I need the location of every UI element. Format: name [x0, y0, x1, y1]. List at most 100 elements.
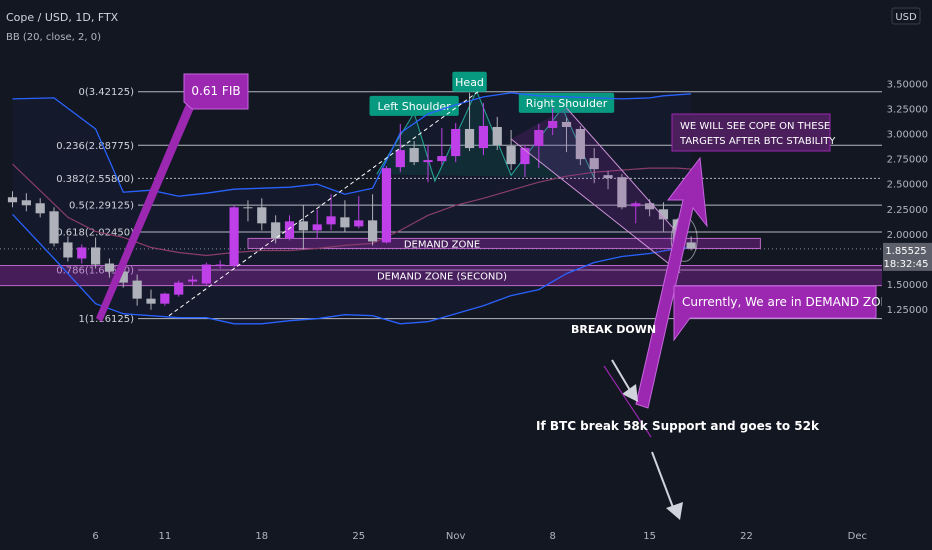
candle-23[interactable]	[326, 194, 336, 231]
candle-34[interactable]	[478, 102, 488, 156]
candle-body-3	[49, 211, 59, 244]
candle-body-10	[146, 298, 156, 304]
candle-19[interactable]	[271, 215, 281, 244]
candle-21[interactable]	[298, 205, 308, 250]
candle-29[interactable]	[409, 141, 419, 166]
candle-24[interactable]	[340, 200, 350, 233]
indicator-legend[interactable]: BB (20, close, 2, 0)	[6, 32, 101, 43]
demand-zone-1[interactable]	[247, 237, 761, 249]
candle-30[interactable]	[423, 145, 433, 183]
candle-25[interactable]	[354, 196, 364, 229]
pattern-label-box-1[interactable]	[452, 71, 487, 92]
candle-5[interactable]	[77, 244, 87, 264]
candle-32[interactable]	[451, 122, 461, 163]
candle-body-27	[381, 168, 392, 243]
candle-body-36	[506, 146, 516, 165]
targets-annotation[interactable]: WE WILL SEE COPE ON THESE TARGETS AFTER …	[671, 113, 836, 152]
candle-body-43	[603, 175, 613, 179]
candle-15[interactable]	[215, 260, 225, 269]
candle-45[interactable]	[631, 201, 641, 224]
demand-zone-label-2: DEMAND ZONE (SECOND)	[377, 272, 507, 283]
demand-annotation[interactable]: Currently, We are in DEMAND ZONE	[673, 285, 897, 342]
candle-14[interactable]	[201, 262, 211, 286]
candle-body-29	[409, 148, 419, 163]
candle-31[interactable]	[437, 127, 447, 166]
candle-body-30	[423, 160, 433, 163]
candle-36[interactable]	[506, 129, 516, 171]
candle-0[interactable]	[7, 191, 18, 208]
candle-body-26	[368, 220, 378, 242]
candle-16[interactable]	[229, 205, 239, 268]
channel-upper-line[interactable]	[566, 107, 685, 241]
fib-annotation[interactable]: 0.61 FIB	[183, 73, 249, 110]
bb-lower-line[interactable]	[12, 213, 692, 325]
candle-18[interactable]	[257, 198, 267, 231]
candle-7[interactable]	[104, 258, 115, 278]
candle-body-12	[174, 282, 184, 295]
candle-35[interactable]	[492, 116, 502, 151]
y-tick-label-8: 3.25000	[887, 104, 928, 115]
candle-27[interactable]	[381, 166, 392, 244]
pattern-label-2: Right Shoulder	[526, 97, 608, 110]
candle-body-8	[118, 271, 128, 283]
candle-13[interactable]	[187, 275, 198, 286]
candle-body-14	[201, 264, 211, 284]
candle-49[interactable]	[686, 236, 696, 251]
candle-body-11	[160, 293, 170, 304]
candle-body-6	[91, 247, 101, 265]
candle-1[interactable]	[21, 193, 31, 212]
down-arrow-2-head[interactable]	[666, 502, 683, 520]
current-price-value: 1.85525	[885, 246, 926, 257]
candle-body-25	[354, 220, 364, 227]
y-tick-label-1: 1.50000	[887, 280, 928, 291]
candle-42[interactable]	[589, 148, 599, 184]
x-tick-label-7: 22	[740, 531, 753, 542]
candle-body-23	[326, 216, 336, 225]
target-arrow[interactable]	[635, 156, 708, 409]
candle-body-45	[631, 203, 641, 207]
candle-9[interactable]	[132, 274, 142, 306]
candle-2[interactable]	[35, 198, 45, 218]
candle-4[interactable]	[63, 236, 73, 262]
candle-body-38	[534, 129, 544, 147]
candle-body-5	[77, 247, 87, 259]
candle-3[interactable]	[49, 207, 59, 247]
candle-41[interactable]	[575, 125, 585, 166]
candle-body-49	[686, 242, 696, 249]
dashed-trendline[interactable]	[168, 91, 479, 317]
down-arrow-1-head[interactable]	[622, 384, 638, 402]
candle-33[interactable]	[464, 92, 475, 152]
pattern-label-0: Left Shoulder	[378, 100, 452, 113]
demand-zone-2[interactable]	[0, 265, 932, 287]
price-axis[interactable]	[882, 0, 932, 550]
fib-label-1: 0.236(2.88775)	[56, 141, 134, 152]
candle-6[interactable]	[91, 237, 101, 269]
currency-badge[interactable]	[891, 7, 921, 25]
candle-11[interactable]	[160, 292, 170, 306]
fib-arrow[interactable]	[96, 104, 194, 322]
candle-26[interactable]	[368, 194, 378, 246]
targets-annotation-line-1: WE WILL SEE COPE ON THESE	[680, 121, 830, 132]
candle-22[interactable]	[312, 209, 322, 239]
candle-28[interactable]	[395, 123, 405, 173]
channel-lower-line[interactable]	[510, 138, 681, 273]
fib-label-6: 1(1.16125)	[78, 314, 134, 325]
candle-40[interactable]	[561, 117, 572, 153]
candle-body-17	[243, 207, 253, 209]
demand-zone-label-1: DEMAND ZONE	[404, 239, 480, 250]
candle-body-19	[271, 222, 281, 239]
symbol-title[interactable]: Cope / USD, 1D, FTX	[6, 11, 119, 24]
candle-body-24	[340, 217, 350, 228]
candle-12[interactable]	[174, 280, 184, 297]
candle-39[interactable]	[548, 107, 558, 136]
candle-43[interactable]	[603, 171, 613, 190]
time-axis[interactable]	[0, 522, 882, 550]
candle-17[interactable]	[243, 200, 253, 222]
candle-body-9	[132, 280, 142, 299]
candle-body-2	[35, 203, 45, 214]
current-price-badge[interactable]: 1.85525 18:32:45	[883, 242, 932, 271]
candle-10[interactable]	[146, 289, 156, 310]
candle-44[interactable]	[617, 174, 627, 210]
x-tick-label-1: 11	[158, 531, 171, 542]
